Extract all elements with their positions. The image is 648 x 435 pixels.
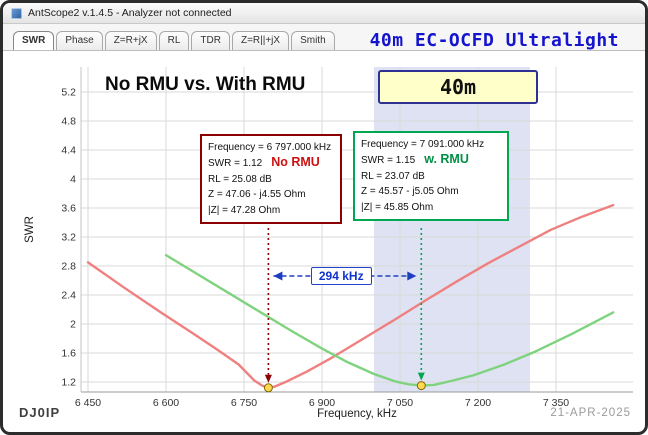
marker-drop-arrowhead	[417, 372, 425, 381]
marker-swr: SWR = 1.15	[361, 155, 416, 167]
marker-frequency: Frequency = 7 091.000 kHz	[361, 139, 485, 150]
x-tick-label: 7 050	[387, 397, 413, 409]
marker-drop-arrowhead	[264, 374, 272, 383]
x-tick-label: 6 900	[309, 397, 335, 409]
ham-band-region	[374, 67, 530, 392]
marker-info-box-no-rmu: Frequency = 6 797.000 kHz SWR = 1.12 No R…	[200, 134, 342, 225]
tab-4-tdr[interactable]: TDR	[191, 31, 230, 50]
marker-frequency: Frequency = 6 797.000 kHz	[208, 142, 332, 153]
swr-curve-w-rmu	[164, 253, 615, 387]
x-tick-label: 6 450	[75, 397, 101, 409]
y-tick-label: 2.4	[61, 290, 76, 302]
delta-arrowhead-right	[407, 271, 417, 281]
marker-swr-row: SWR = 1.12 No RMU	[208, 155, 334, 171]
marker-swr-row: SWR = 1.15 w. RMU	[361, 152, 501, 168]
tab-6-smith[interactable]: Smith	[291, 31, 335, 50]
chart-main-title: 40m EC-OCFD Ultralight	[369, 30, 619, 51]
x-tick-label: 6 750	[231, 397, 257, 409]
tab-bar-container: SWR Phase Z=R+jX RL TDR Z=R||+jX Smith	[3, 24, 645, 51]
swr-min-marker[interactable]	[416, 381, 426, 391]
y-tick-label: 3.2	[61, 232, 76, 244]
date-label: 21-APR-2025	[550, 407, 631, 419]
swr-min-marker[interactable]	[263, 383, 273, 393]
delta-frequency-label: 294 kHz	[310, 267, 372, 285]
marker-swr: SWR = 1.12	[208, 158, 263, 170]
y-tick-label: 4.4	[61, 145, 76, 157]
app-icon	[11, 7, 22, 19]
y-tick-label: 2.8	[61, 261, 76, 273]
marker-tag: No RMU	[271, 155, 320, 170]
tab-5-z-r-jx[interactable]: Z=R||+jX	[231, 31, 290, 50]
x-tick-label: 7 350	[543, 397, 569, 409]
tab-bar: SWR Phase Z=R+jX RL TDR Z=R||+jX Smith	[13, 20, 335, 50]
marker-zmag: |Z| = 47.28 Ohm	[208, 204, 281, 216]
marker-zmag: |Z| = 45.85 Ohm	[361, 201, 434, 213]
marker-rl: RL = 23.07 dB	[361, 170, 425, 182]
callsign-label: DJ0IP	[19, 405, 61, 420]
swr-chart[interactable]: 6 450 6 600 6 750 6 900 7 050 7 200 7 350 1.2 1.…	[3, 3, 648, 435]
band-label-box: 40m	[378, 70, 538, 104]
y-tick-label: 1.2	[61, 377, 76, 389]
y-axis-title: SWR	[24, 216, 36, 243]
marker-z: Z = 45.57 - j5.05 Ohm	[361, 186, 459, 198]
tab-3-rl[interactable]: RL	[158, 31, 190, 50]
tab-1-phase[interactable]: Phase	[56, 31, 103, 50]
y-tick-label: 4	[70, 174, 76, 186]
y-tick-label: 1.6	[61, 348, 76, 360]
x-tick-label: 6 600	[153, 397, 179, 409]
swr-curve-no-rmu	[86, 203, 615, 389]
marker-rl: RL = 25.08 dB	[208, 173, 272, 185]
marker-info-box-w-rmu: Frequency = 7 091.000 kHz SWR = 1.15 w. R…	[353, 131, 509, 222]
x-tick-label: 7 200	[465, 397, 491, 409]
y-tick-label: 5.2	[61, 87, 76, 99]
tab-0-swr[interactable]: SWR	[13, 31, 55, 50]
delta-arrowhead-left	[273, 271, 283, 281]
title-bar[interactable]: AntScope2 v.1.4.5 - Analyzer not connect…	[3, 3, 645, 24]
y-tick-label: 3.6	[61, 203, 76, 215]
y-tick-label: 4.8	[61, 116, 76, 128]
window-title: AntScope2 v.1.4.5 - Analyzer not connect…	[28, 7, 232, 19]
marker-tag: w. RMU	[424, 152, 469, 167]
x-axis-title: Frequency, kHz	[317, 408, 397, 420]
marker-z: Z = 47.06 - j4.55 Ohm	[208, 189, 306, 201]
y-tick-label: 2	[70, 319, 76, 331]
tab-2-z-r-jx[interactable]: Z=R+jX	[104, 31, 157, 50]
comparison-headline: No RMU vs. With RMU	[105, 74, 306, 95]
